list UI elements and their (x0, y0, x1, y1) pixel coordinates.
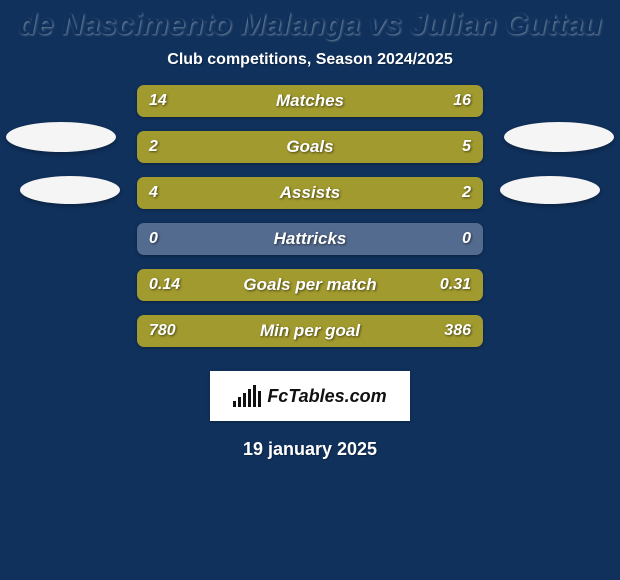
value-left: 2 (149, 138, 158, 156)
logo-bar-icon (258, 391, 261, 407)
stat-row: 0 0 Hattricks (137, 223, 483, 255)
logo-bar-icon (233, 401, 236, 407)
stat-label: Assists (280, 183, 340, 203)
fill-right (236, 131, 483, 163)
stat-row: 2 5 Goals (137, 131, 483, 163)
stat-row: 14 16 Matches (137, 85, 483, 117)
value-right: 16 (453, 92, 471, 110)
logo-bars-icon (233, 385, 261, 407)
stat-label: Goals per match (243, 275, 376, 295)
logo-bar-icon (243, 393, 246, 407)
stats-container: 14 16 Matches 2 5 Goals 4 2 Assists 0 0 Hattricks 0.… (137, 85, 483, 347)
logo-text: FcTables.com (267, 386, 386, 407)
value-right: 0.31 (440, 276, 471, 294)
player-photo-right (504, 122, 614, 152)
stat-label: Hattricks (274, 229, 347, 249)
subtitle: Club competitions, Season 2024/2025 (0, 51, 620, 69)
value-left: 780 (149, 322, 176, 340)
stat-row: 780 386 Min per goal (137, 315, 483, 347)
value-left: 4 (149, 184, 158, 202)
stat-label: Goals (286, 137, 333, 157)
value-right: 2 (462, 184, 471, 202)
value-left: 14 (149, 92, 167, 110)
logo-bar-icon (253, 385, 256, 407)
value-right: 386 (444, 322, 471, 340)
date-text: 19 january 2025 (0, 439, 620, 460)
value-left: 0.14 (149, 276, 180, 294)
fctables-logo: FcTables.com (210, 371, 410, 421)
stat-row: 0.14 0.31 Goals per match (137, 269, 483, 301)
value-right: 0 (462, 230, 471, 248)
logo-bar-icon (248, 389, 251, 407)
value-left: 0 (149, 230, 158, 248)
player-photo-right-2 (500, 176, 600, 204)
stat-row: 4 2 Assists (137, 177, 483, 209)
stat-label: Min per goal (260, 321, 360, 341)
stat-label: Matches (276, 91, 344, 111)
player-photo-left-2 (20, 176, 120, 204)
player-photo-left (6, 122, 116, 152)
value-right: 5 (462, 138, 471, 156)
logo-bar-icon (238, 397, 241, 407)
page-title: de Nascimento Malanga vs Julian Guttau (0, 0, 620, 47)
